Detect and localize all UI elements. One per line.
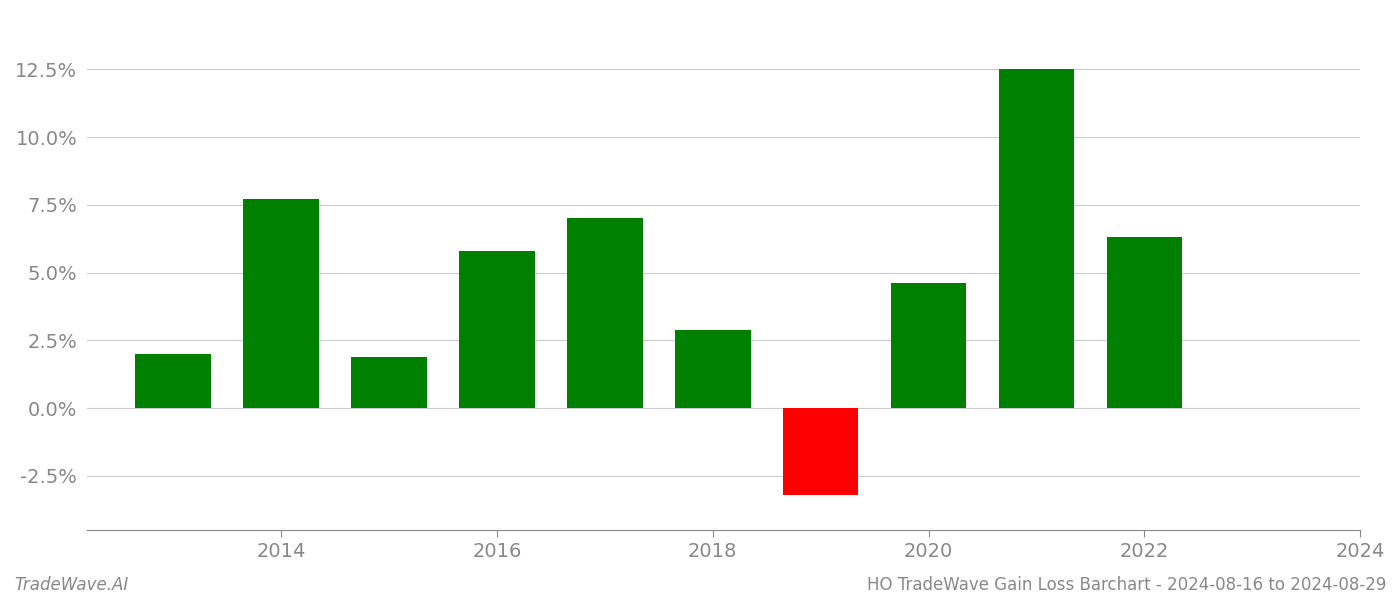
Bar bbox=[567, 218, 643, 408]
Bar bbox=[244, 199, 319, 408]
Bar bbox=[675, 329, 750, 408]
Bar bbox=[783, 408, 858, 495]
Bar bbox=[998, 69, 1074, 408]
Bar bbox=[351, 356, 427, 408]
Text: TradeWave.AI: TradeWave.AI bbox=[14, 576, 129, 594]
Bar bbox=[890, 283, 966, 408]
Bar bbox=[136, 354, 211, 408]
Bar bbox=[1106, 238, 1182, 408]
Bar bbox=[459, 251, 535, 408]
Text: HO TradeWave Gain Loss Barchart - 2024-08-16 to 2024-08-29: HO TradeWave Gain Loss Barchart - 2024-0… bbox=[867, 576, 1386, 594]
